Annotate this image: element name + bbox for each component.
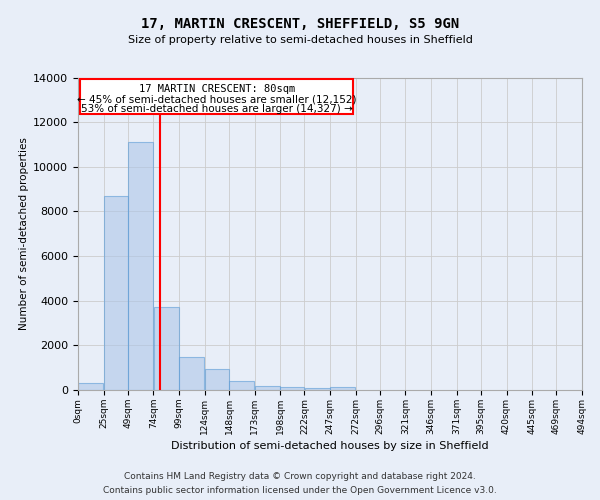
Bar [280,386,304,390]
Bar [79,384,103,390]
Bar [104,196,128,390]
Y-axis label: Number of semi-detached properties: Number of semi-detached properties [19,138,29,330]
Bar [229,381,254,390]
X-axis label: Distribution of semi-detached houses by size in Sheffield: Distribution of semi-detached houses by … [171,441,489,451]
Bar [331,386,355,390]
Bar [305,388,329,390]
Text: Contains public sector information licensed under the Open Government Licence v3: Contains public sector information licen… [103,486,497,495]
Bar [179,356,204,390]
Bar [205,369,229,390]
Text: ← 45% of semi-detached houses are smaller (12,152): ← 45% of semi-detached houses are smalle… [77,94,356,104]
FancyBboxPatch shape [80,78,353,114]
Text: Size of property relative to semi-detached houses in Sheffield: Size of property relative to semi-detach… [128,35,472,45]
Text: 17 MARTIN CRESCENT: 80sqm: 17 MARTIN CRESCENT: 80sqm [139,84,295,94]
Bar [255,386,280,390]
Bar [128,142,153,390]
Text: 53% of semi-detached houses are larger (14,327) →: 53% of semi-detached houses are larger (… [81,104,353,115]
Text: Contains HM Land Registry data © Crown copyright and database right 2024.: Contains HM Land Registry data © Crown c… [124,472,476,481]
Text: 17, MARTIN CRESCENT, SHEFFIELD, S5 9GN: 17, MARTIN CRESCENT, SHEFFIELD, S5 9GN [141,18,459,32]
Bar [154,308,179,390]
